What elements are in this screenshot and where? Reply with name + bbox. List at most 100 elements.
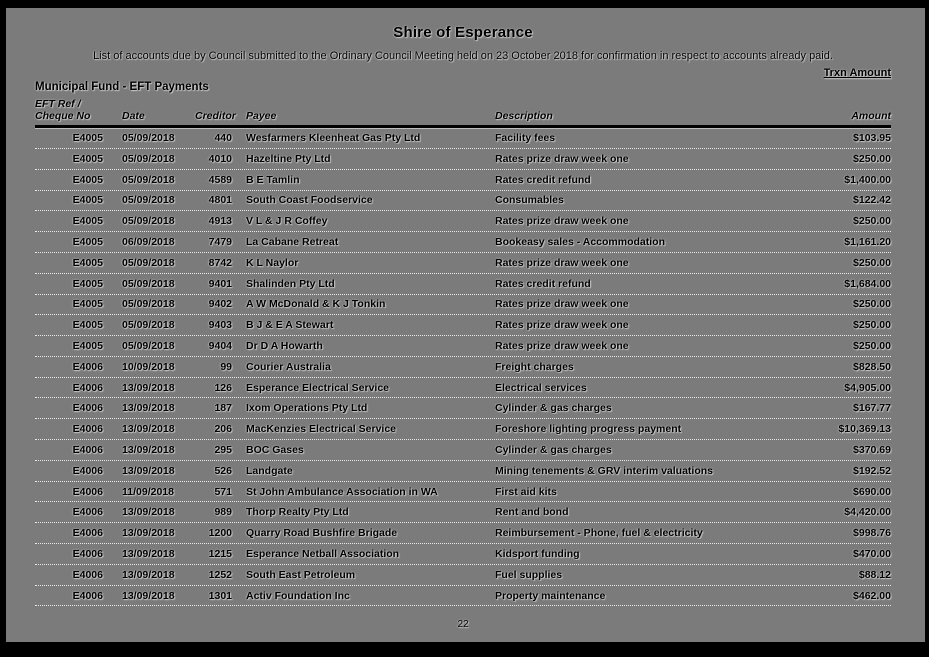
cell-creditor: 1200 [208,527,232,540]
cell-date: 05/09/2018 [122,132,175,145]
table-row: E4005 05/09/2018 4801 South Coast Foodse… [35,191,891,212]
cell-amount: $103.95 [853,132,891,145]
cell-creditor: 8742 [208,256,232,269]
table-header-row: EFT Ref / Cheque No Date Creditor Payee … [35,98,891,129]
cell-amount: $998.76 [853,527,891,540]
cell-description: First aid kits [495,485,557,498]
cell-description: Cylinder & gas charges [495,443,612,456]
cell-payee: B E Tamlin [246,173,300,186]
table-row: E4006 13/09/2018 1301 Activ Foundation I… [35,586,891,607]
cell-amount: $462.00 [853,589,891,602]
cell-description: Rates prize draw week one [495,152,629,165]
cell-eft-ref: E4006 [72,485,103,498]
cell-creditor: 4913 [208,215,232,228]
cell-date: 10/09/2018 [122,360,175,373]
cell-amount: $250.00 [853,339,891,352]
cell-description: Rates prize draw week one [495,298,629,311]
cell-payee: B J & E A Stewart [246,319,334,332]
cell-creditor: 187 [214,402,232,415]
cell-amount: $250.00 [853,319,891,332]
cell-payee: K L Naylor [246,256,299,269]
cell-eft-ref: E4006 [72,506,103,519]
column-header-description: Description [495,110,553,123]
cell-eft-ref: E4005 [72,132,103,145]
table-row: E4006 13/09/2018 206 MacKenzies Electric… [35,419,891,441]
cell-description: Electrical services [495,381,587,394]
cell-amount: $250.00 [853,215,891,228]
cell-payee: Activ Foundation Inc [246,589,350,602]
column-header-date: Date [122,110,145,123]
cell-description: Fuel supplies [495,568,563,581]
cell-description: Property maintenance [495,589,606,602]
cell-description: Foreshore lighting progress payment [495,423,682,436]
cell-eft-ref: E4005 [72,173,103,186]
cell-creditor: 9404 [208,339,232,352]
cell-eft-ref: E4005 [72,339,103,352]
table-row: E4006 13/09/2018 989 Thorp Realty Pty Lt… [35,502,891,524]
table-row: E4005 05/09/2018 4913 V L & J R Coffey R… [35,211,891,233]
cell-amount: $1,400.00 [844,173,891,186]
cell-creditor: 989 [214,506,232,519]
cell-amount: $470.00 [853,547,891,560]
cell-date: 13/09/2018 [122,527,175,540]
cell-description: Bookeasy sales - Accommodation [495,236,665,248]
trxn-amount-label: Trxn Amount [823,67,891,79]
column-header-amount: Amount [851,110,891,123]
cell-payee: Hazeltine Pty Ltd [246,152,331,165]
cell-amount: $690.00 [853,485,891,498]
column-header-eft-ref-line1: EFT Ref / [35,98,81,110]
cell-eft-ref: E4005 [72,277,103,290]
cell-amount: $122.42 [853,194,891,207]
cell-amount: $250.00 [853,256,891,269]
table-row: E4005 05/09/2018 9402 A W McDonald & K J… [35,295,891,316]
cell-amount: $370.69 [853,443,891,456]
cell-payee: Quarry Road Bushfire Brigade [246,527,398,540]
cell-amount: $4,905.00 [844,381,891,394]
cell-date: 11/09/2018 [122,485,174,498]
cell-eft-ref: E4006 [72,464,103,477]
cell-date: 05/09/2018 [122,277,175,290]
cell-date: 05/09/2018 [122,173,175,186]
cell-date: 05/09/2018 [122,215,175,228]
cell-payee: Esperance Electrical Service [246,381,390,394]
cell-eft-ref: E4005 [72,152,103,165]
cell-amount: $10,369.13 [838,423,891,436]
cell-amount: $828.50 [853,360,891,373]
table-row: E4005 06/09/2018 7479 La Cabane Retreat … [35,232,891,253]
cell-description: Facility fees [495,132,556,145]
cell-description: Consumables [495,194,564,207]
cell-payee: Ixom Operations Pty Ltd [246,402,368,415]
cell-creditor: 1301 [208,589,232,602]
cell-payee: St John Ambulance Association in WA [246,485,438,498]
cell-creditor: 295 [214,443,232,456]
cell-date: 13/09/2018 [122,547,175,560]
cell-date: 13/09/2018 [122,443,175,456]
cell-amount: $192.52 [853,464,891,477]
table-body: E4005 05/09/2018 440 Wesfarmers Kleenhea… [35,128,891,607]
cell-creditor: 571 [214,485,232,498]
cell-eft-ref: E4005 [72,256,103,269]
cell-payee: Shalinden Pty Ltd [246,277,335,290]
cell-creditor: 440 [214,132,232,145]
cell-eft-ref: E4005 [72,319,103,332]
table-row: E4006 10/09/2018 99 Courier Australia Fr… [35,357,891,378]
cell-payee: Courier Australia [246,360,331,373]
cell-description: Rates prize draw week one [495,256,629,269]
cell-amount: $1,684.00 [844,277,891,290]
table-row: E4006 13/09/2018 526 Landgate Mining ten… [35,461,891,482]
cell-payee: Wesfarmers Kleenheat Gas Pty Ltd [246,132,421,145]
cell-description: Rates credit refund [495,173,591,186]
cell-amount: $88.12 [858,568,891,581]
table-row: E4006 13/09/2018 187 Ixom Operations Pty… [35,398,891,420]
table-row: E4006 13/09/2018 126 Esperance Electrica… [35,378,891,399]
document-title: Shire of Esperance [393,24,533,41]
cell-date: 05/09/2018 [122,256,175,269]
cell-description: Reimbursement - Phone, fuel & electricit… [495,527,703,540]
cell-creditor: 1215 [208,547,232,560]
cell-amount: $1,161.20 [844,236,891,248]
cell-date: 05/09/2018 [122,298,175,311]
cell-payee: La Cabane Retreat [246,236,339,248]
table-row: E4005 05/09/2018 9401 Shalinden Pty Ltd … [35,274,891,295]
cell-description: Rates prize draw week one [495,339,629,352]
